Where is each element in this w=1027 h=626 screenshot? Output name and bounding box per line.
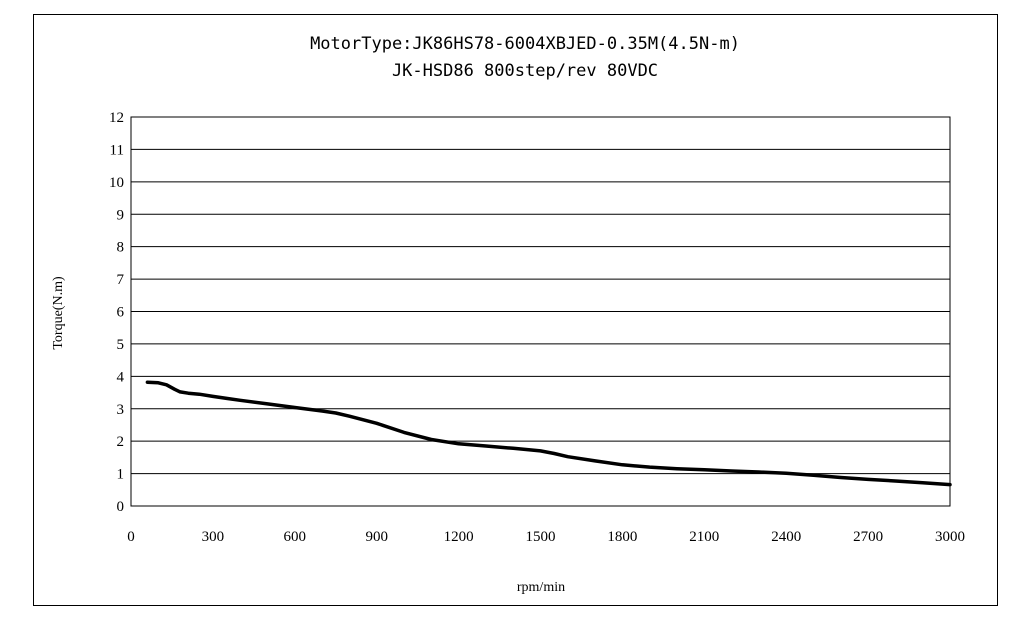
y-tick-label: 12 bbox=[109, 110, 124, 126]
y-tick-label: 1 bbox=[117, 467, 125, 483]
y-axis-label: Torque(N.m) bbox=[51, 276, 66, 350]
y-tick-label: 9 bbox=[117, 207, 125, 223]
chart-title: MotorType:JK86HS78-6004XBJED-0.35M(4.5N-… bbox=[310, 34, 740, 54]
y-tick-label: 7 bbox=[117, 272, 125, 288]
y-tick-label: 11 bbox=[110, 142, 124, 158]
x-tick-label: 300 bbox=[202, 529, 225, 545]
y-tick-label: 10 bbox=[109, 175, 124, 191]
torque-chart: MotorType:JK86HS78-6004XBJED-0.35M(4.5N-… bbox=[51, 34, 965, 595]
x-tick-label: 1200 bbox=[444, 529, 474, 545]
y-tick-label: 3 bbox=[117, 402, 125, 418]
x-tick-label: 600 bbox=[284, 529, 307, 545]
x-axis-ticks: 0 300 600 900 1200 1500 1800 2100 2400 2700 3000 bbox=[127, 529, 965, 545]
x-axis-label: rpm/min bbox=[517, 580, 565, 595]
x-tick-label: 2700 bbox=[853, 529, 883, 545]
torque-curve bbox=[145, 380, 952, 487]
chart-frame: MotorType:JK86HS78-6004XBJED-0.35M(4.5N-… bbox=[33, 14, 998, 606]
x-tick-label: 2100 bbox=[689, 529, 719, 545]
y-tick-label: 8 bbox=[117, 240, 125, 256]
x-tick-label: 900 bbox=[365, 529, 388, 545]
y-tick-label: 4 bbox=[117, 369, 125, 385]
x-tick-label: 1800 bbox=[607, 529, 637, 545]
x-tick-label: 0 bbox=[127, 529, 135, 545]
x-tick-label: 2400 bbox=[771, 529, 801, 545]
y-tick-label: 2 bbox=[117, 434, 125, 450]
chart-subtitle: JK-HSD86 800step/rev 80VDC bbox=[392, 61, 658, 81]
x-tick-label: 1500 bbox=[526, 529, 556, 545]
y-tick-label: 0 bbox=[117, 499, 125, 515]
x-tick-label: 3000 bbox=[935, 529, 965, 545]
plot-area bbox=[130, 116, 951, 507]
gridlines bbox=[131, 148, 950, 475]
y-tick-label: 6 bbox=[117, 305, 125, 321]
y-tick-label: 5 bbox=[117, 337, 125, 353]
